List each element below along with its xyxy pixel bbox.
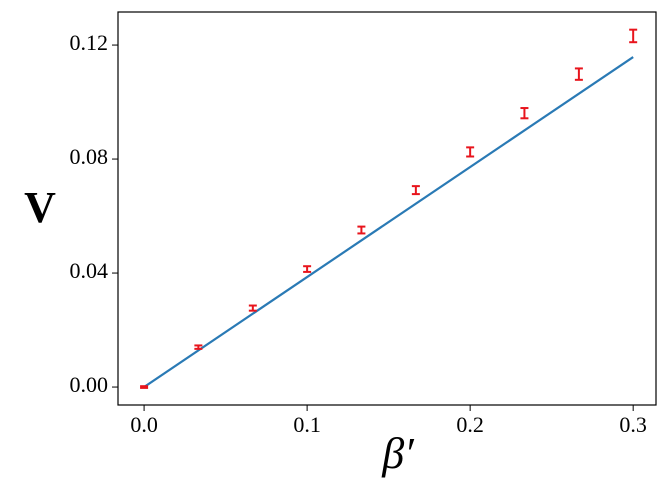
error-bar [574, 67, 583, 81]
fit-line [143, 56, 634, 388]
y-tick-label: 0.04 [70, 258, 109, 283]
error-bar [194, 344, 203, 350]
error-bar [140, 385, 149, 389]
error-bar [466, 146, 475, 158]
error-bar [520, 107, 529, 120]
y-tick-label: 0.12 [70, 30, 109, 55]
error-bar [629, 28, 638, 44]
plot-frame [117, 11, 657, 406]
y-tick-label: 0.00 [70, 372, 109, 397]
y-tick-label: 0.08 [70, 144, 109, 169]
x-tick-label: 0.1 [293, 412, 321, 437]
error-bar [248, 304, 257, 312]
x-tick-label: 0.0 [130, 412, 158, 437]
x-tick-label: 0.2 [456, 412, 484, 437]
error-bar [357, 225, 366, 235]
y-axis-label: V [24, 183, 56, 232]
error-bar [303, 265, 312, 273]
x-axis-label: β′ [381, 429, 415, 478]
x-tick-label: 0.3 [619, 412, 647, 437]
error-bar [411, 185, 420, 196]
